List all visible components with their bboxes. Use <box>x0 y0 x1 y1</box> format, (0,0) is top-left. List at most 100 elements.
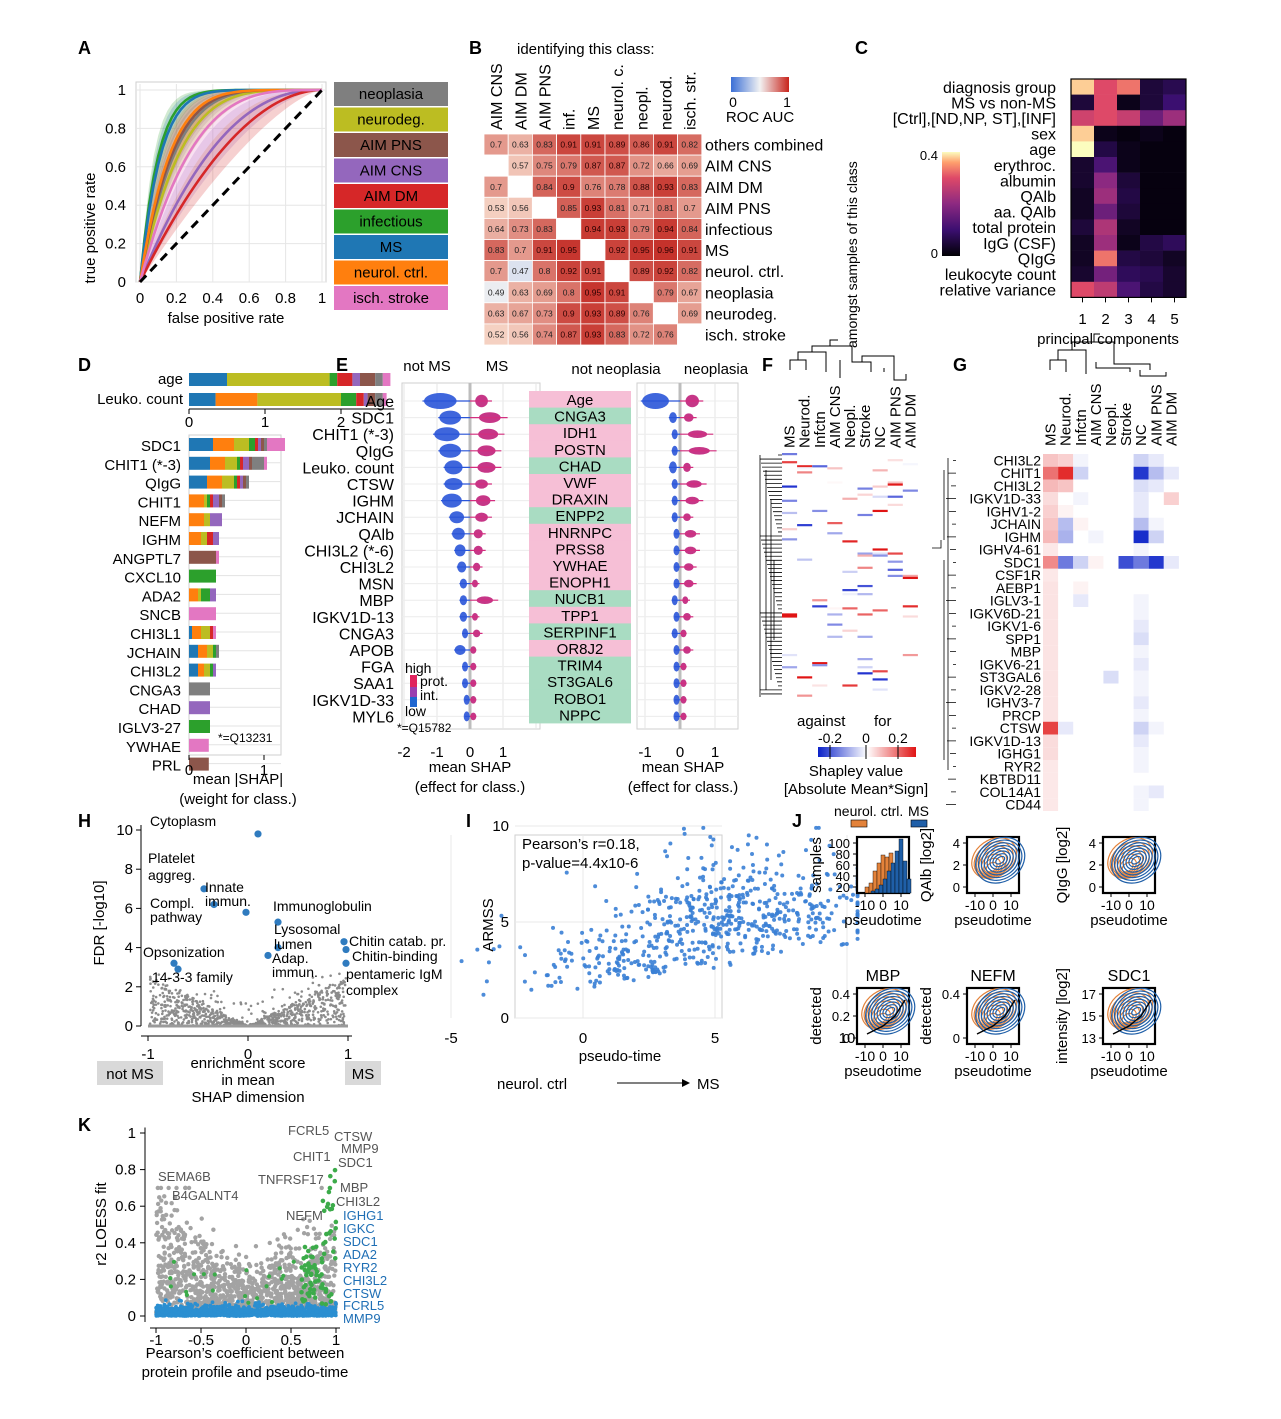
g-dendrogram-lines <box>1049 333 1167 377</box>
shap-bar-segment <box>207 494 210 508</box>
h-point <box>218 1015 222 1018</box>
h-point <box>205 1022 209 1025</box>
shap-top-label: age <box>158 371 183 388</box>
i-point <box>613 913 618 918</box>
f-heatmap-cell <box>827 613 843 616</box>
i-point <box>764 866 769 871</box>
k-point-grey <box>167 1261 172 1266</box>
shap-top-bar-segment <box>356 393 364 406</box>
i-point <box>806 914 811 919</box>
pca-cell <box>1140 203 1164 220</box>
h-point <box>329 996 333 999</box>
i-point <box>593 884 598 889</box>
pca-cell <box>1117 235 1141 251</box>
h-point <box>201 999 205 1003</box>
h-point <box>258 1020 261 1023</box>
i-point <box>691 955 696 960</box>
heatmap-cell-value: 0.73 <box>512 224 529 234</box>
k-point-grey <box>269 1279 274 1285</box>
k-point-grey <box>327 1236 333 1242</box>
h-point <box>337 991 340 994</box>
h-point <box>168 989 172 993</box>
heatmap-column-label: neurod. <box>659 76 676 130</box>
i-point <box>604 898 609 903</box>
legend-low: low <box>405 703 427 719</box>
i-point <box>718 886 723 891</box>
heatmap-cell-value: 0.83 <box>681 182 698 192</box>
k-point-grey <box>160 1268 165 1273</box>
f-heatmap-cell <box>887 483 903 486</box>
i-point <box>676 923 681 928</box>
h-point <box>282 1011 286 1014</box>
g-row-label: IGKV2-28 <box>980 682 1042 698</box>
k-point-grey <box>260 1295 265 1300</box>
panel-letter-c: C <box>855 38 868 58</box>
h-point <box>168 995 172 999</box>
i-point <box>706 906 711 911</box>
k-point-grey <box>204 1283 210 1289</box>
h-point <box>303 1010 306 1014</box>
shap-top-bar-segment <box>363 393 368 406</box>
h-point <box>275 1016 279 1020</box>
shap-bar-segment <box>225 456 237 470</box>
g-heatmap-cell <box>1133 556 1149 569</box>
h-point <box>239 1001 243 1004</box>
f-heatmap-cell <box>842 684 858 687</box>
legend-swatch <box>334 107 448 132</box>
h-point <box>170 1018 174 1022</box>
g-column-label: AIM PNS <box>1148 384 1165 446</box>
pca-colorbar-min: 0 <box>931 246 938 261</box>
shap-feature-label: CHAD <box>138 701 181 718</box>
h-annotation: Opsonization <box>143 944 225 960</box>
f-heatmap-cell <box>797 471 813 474</box>
i-point <box>621 973 626 978</box>
j-y-tick-label: 4 <box>1089 836 1096 851</box>
h-point <box>307 1017 311 1020</box>
shap-feature-label: CHIT1 <box>138 494 181 511</box>
h-point <box>268 1018 272 1022</box>
j-x-tick-label: 10 <box>893 897 909 913</box>
g-heatmap-cell <box>1043 696 1059 709</box>
f-heatmap-cell <box>902 576 918 580</box>
f-heatmap-cell <box>842 593 858 596</box>
h-point <box>261 1000 264 1003</box>
h-point <box>173 1020 176 1023</box>
k-point-grey <box>167 1221 173 1226</box>
g-heatmap-cell <box>1133 594 1149 607</box>
heatmap-cell-value: 0.89 <box>609 308 626 318</box>
k-point-grey <box>227 1298 232 1304</box>
beeswarm-feature-label: Leuko. count <box>302 460 394 477</box>
i-point <box>726 920 731 925</box>
h-point <box>222 1006 226 1010</box>
heatmap-cell-value: 0.9 <box>563 308 575 318</box>
i-point <box>644 967 649 972</box>
j-subplot-title: NEFM <box>970 968 1015 985</box>
i-point <box>855 936 860 941</box>
h-annotation: Cytoplasm <box>150 813 216 829</box>
h-point <box>247 1008 251 1011</box>
f-colorbar-ticks: -0.2 0 0.2 <box>818 730 908 759</box>
g-heatmap-cell <box>1133 798 1149 811</box>
gene-label-box <box>529 623 631 641</box>
i-point <box>789 891 794 896</box>
h-point <box>280 1004 284 1008</box>
pca-cell <box>1163 79 1187 95</box>
h-point <box>212 1019 216 1023</box>
i-point <box>741 885 746 890</box>
i-point <box>614 960 619 965</box>
g-heatmap-cell <box>1133 543 1149 556</box>
g-row-label: IGHV3-7 <box>987 695 1042 711</box>
gene-label-box <box>529 557 631 574</box>
k-point-grey <box>281 1285 286 1290</box>
k-point-grey <box>233 1281 238 1286</box>
i-point <box>741 895 746 900</box>
i-point <box>619 939 624 944</box>
k-point-grey <box>201 1239 206 1244</box>
gene-label-box <box>529 640 631 657</box>
i-point <box>690 940 695 945</box>
k-point-grey <box>179 1254 185 1260</box>
h-point <box>300 995 303 998</box>
h-point <box>185 996 189 999</box>
k-point-grey <box>162 1194 167 1199</box>
